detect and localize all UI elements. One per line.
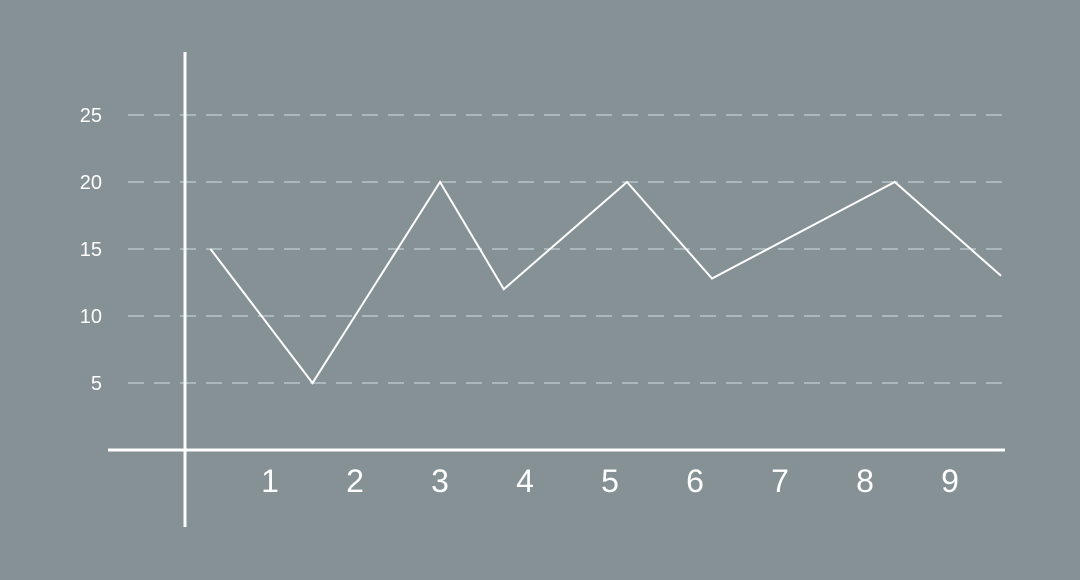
y-tick-label-10: 10: [80, 306, 102, 328]
y-tick-labels: 5 10 15 20 25: [80, 105, 102, 395]
x-tick-label-5: 5: [601, 463, 619, 499]
x-tick-label-3: 3: [431, 463, 449, 499]
x-tick-label-7: 7: [771, 463, 789, 499]
series-line-0: [209, 180, 1002, 385]
x-tick-label-8: 8: [856, 463, 874, 499]
x-tick-label-1: 1: [261, 463, 279, 499]
series-group: [209, 180, 1002, 385]
x-tick-labels: 1 2 3 4 5 6 7 8 9: [261, 463, 959, 499]
y-tick-label-15: 15: [80, 239, 102, 261]
x-tick-label-9: 9: [941, 463, 959, 499]
gridlines: [128, 114, 1005, 384]
y-tick-label-5: 5: [91, 373, 102, 395]
y-tick-label-25: 25: [80, 105, 102, 127]
x-tick-label-6: 6: [686, 463, 704, 499]
x-tick-label-4: 4: [516, 463, 534, 499]
y-tick-label-20: 20: [80, 172, 102, 194]
x-tick-label-2: 2: [346, 463, 364, 499]
